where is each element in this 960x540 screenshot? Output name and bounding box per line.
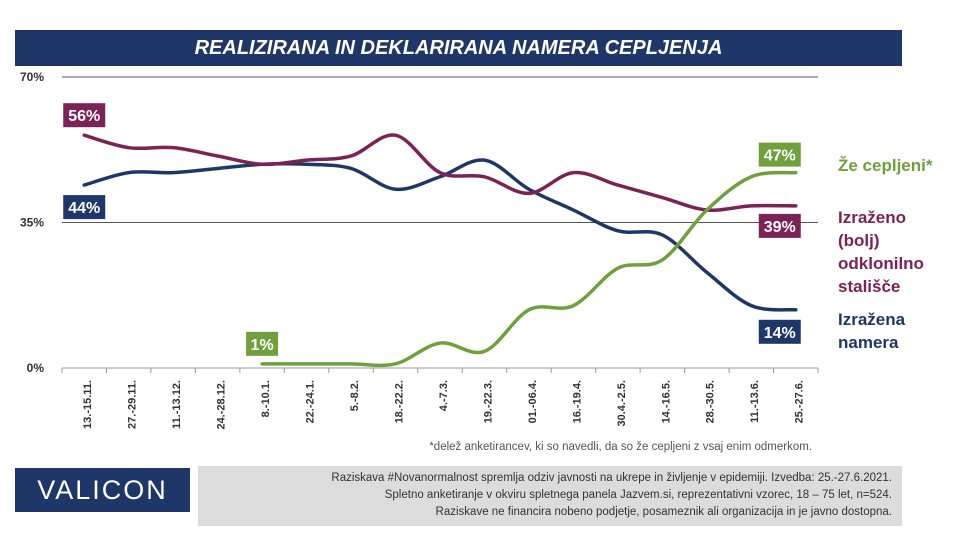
data-label-box <box>246 331 279 356</box>
legend-intention: Izražena namera <box>838 310 906 352</box>
x-tick-label: 28.-30.5. <box>705 380 717 423</box>
x-tick-label: 24.-28.12. <box>216 380 228 430</box>
data-label-box <box>758 142 801 167</box>
y-tick-label: 70% <box>20 70 44 84</box>
info-line: Raziskave ne financira nobeno podjetje, … <box>435 506 892 518</box>
series-line <box>82 133 798 213</box>
info-line: Raziskava #Novanormalnost spremlja odziv… <box>331 472 892 484</box>
x-tick-label: 22.-24.1. <box>304 380 316 423</box>
data-label: 39% <box>764 219 796 236</box>
info-box: Raziskava #Novanormalnost spremlja odziv… <box>198 466 902 526</box>
y-tick-label: 0% <box>27 361 45 375</box>
info-line: Spletno anketiranje v okviru spletnega p… <box>384 489 892 501</box>
chart-title: REALIZIRANA IN DEKLARIRANA NAMERA CEPLJE… <box>15 30 902 66</box>
x-tick-label: 14.-16.5. <box>660 380 672 423</box>
legend-vaccinated: Že cepljeni* <box>838 156 933 175</box>
x-tick-label: 4.-7.3. <box>438 380 450 411</box>
data-label-box <box>758 213 801 238</box>
legend-refusal: Izraženo (bolj) odklonilno stališče <box>838 208 924 296</box>
x-tick-label: 13.-15.11. <box>82 380 94 429</box>
x-tick-label: 25.-27.6. <box>794 380 806 423</box>
data-label-box <box>63 103 106 128</box>
x-tick-label: 30.4.-2.5. <box>616 380 628 426</box>
data-label: 56% <box>68 108 100 125</box>
data-label: 1% <box>251 337 274 354</box>
x-tick-label: 27.-29.11. <box>127 380 139 429</box>
series-line <box>82 158 798 312</box>
x-tick-label: 5.-8.2. <box>349 380 361 411</box>
y-tick-label: 35% <box>20 216 44 230</box>
x-tick-label: 8.-10.1. <box>260 380 272 417</box>
data-label-box <box>63 195 106 220</box>
x-tick-label: 16.-19.4. <box>571 380 583 423</box>
data-label: 44% <box>68 200 100 217</box>
series-line <box>260 170 798 368</box>
x-tick-label: 11.-13.12. <box>171 380 183 429</box>
valicon-logo: VALICON <box>15 468 190 512</box>
data-label-box <box>758 319 801 344</box>
data-label: 14% <box>764 325 796 342</box>
data-label: 47% <box>764 148 796 165</box>
x-tick-label: 11.-13.6. <box>749 380 761 423</box>
x-tick-label: 01.-06.4. <box>527 380 539 423</box>
x-tick-label: 18.-22.2. <box>393 380 405 423</box>
footnote: *delež anketirancev, ki so navedli, da s… <box>429 441 812 453</box>
x-tick-label: 19.-22.3. <box>482 380 494 423</box>
